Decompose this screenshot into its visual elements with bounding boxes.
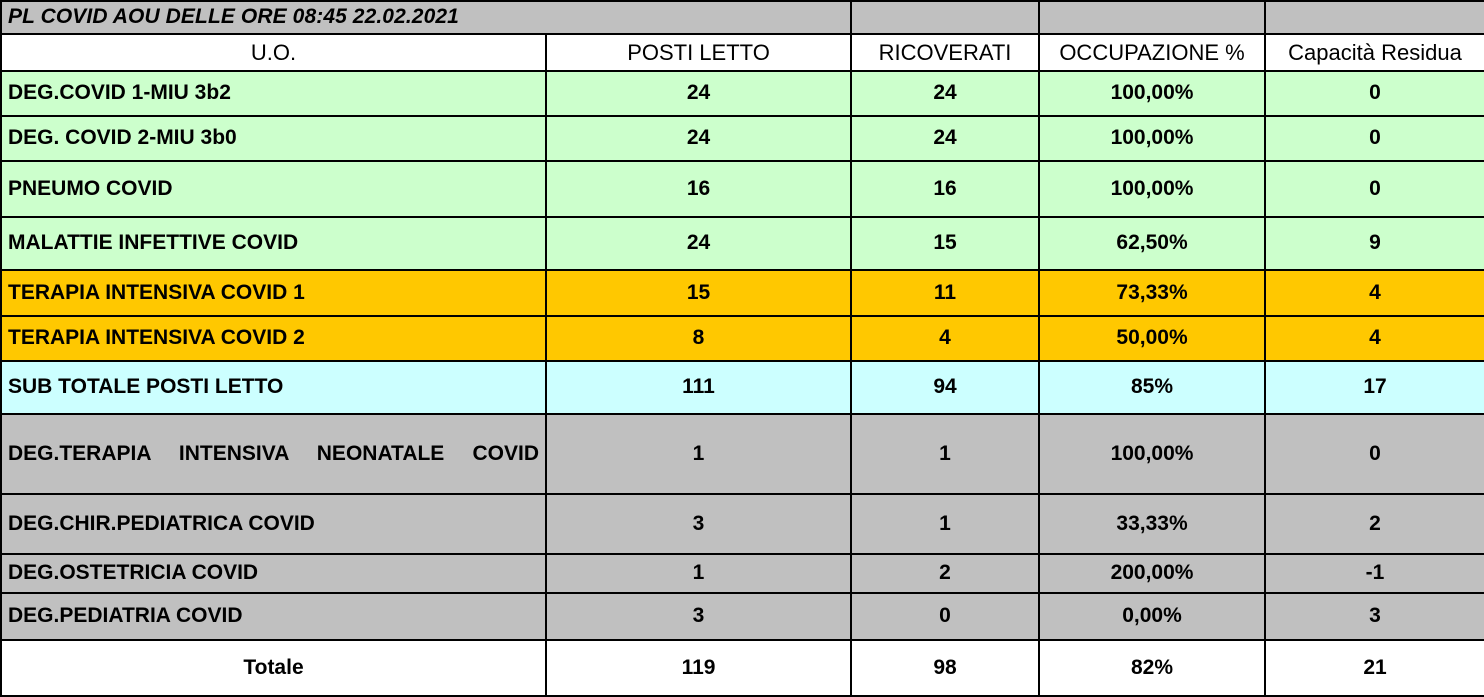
total-ricoverati: 98 <box>850 639 1041 697</box>
row-posti-letto: 15 <box>544 269 853 317</box>
total-row: Totale 119 98 82% 21 <box>0 639 1484 697</box>
subtotal-ricoverati: 94 <box>850 359 1041 416</box>
row-capacita-residua: 4 <box>1264 314 1484 362</box>
row-label: DEG.TERAPIA INTENSIVA NEONATALE COVID <box>0 413 547 496</box>
row-occupazione: 73,33% <box>1038 269 1267 317</box>
row-label: DEG.OSTETRICIA COVID <box>0 553 547 595</box>
row-capacita-residua: 3 <box>1264 592 1484 642</box>
row-posti-letto: 3 <box>544 592 853 642</box>
column-header-occup: OCCUPAZIONE % <box>1038 32 1267 72</box>
row-occupazione: 33,33% <box>1038 493 1267 556</box>
row-occupazione: 100,00% <box>1038 413 1267 496</box>
column-header-posti: POSTI LETTO <box>544 32 853 72</box>
table-row: TERAPIA INTENSIVA COVID 2 8 4 50,00% 4 <box>0 314 1484 362</box>
subtotal-capacita-residua: 17 <box>1264 359 1484 416</box>
title-blank-cell-1 <box>850 0 1041 35</box>
row-label: PNEUMO COVID <box>0 160 547 218</box>
row-occupazione: 100,00% <box>1038 115 1267 163</box>
row-capacita-residua: -1 <box>1264 553 1484 595</box>
row-posti-letto: 3 <box>544 493 853 556</box>
total-posti-letto: 119 <box>544 639 853 697</box>
row-ricoverati: 24 <box>850 69 1041 118</box>
row-ricoverati: 4 <box>850 314 1041 362</box>
title-blank-cell-3 <box>1264 0 1484 35</box>
row-posti-letto: 16 <box>544 160 853 218</box>
table-header-row: U.O. POSTI LETTO RICOVERATI OCCUPAZIONE … <box>0 32 1484 72</box>
title-blank-cell-2 <box>1038 0 1267 35</box>
report-title: PL COVID AOU DELLE ORE 08:45 22.02.2021 <box>0 0 853 35</box>
row-ricoverati: 2 <box>850 553 1041 595</box>
row-occupazione: 200,00% <box>1038 553 1267 595</box>
row-ricoverati: 11 <box>850 269 1041 317</box>
subtotal-row: SUB TOTALE POSTI LETTO 111 94 85% 17 <box>0 359 1484 416</box>
row-label: MALATTIE INFETTIVE COVID <box>0 215 547 272</box>
table-row: DEG.COVID 1-MIU 3b2 24 24 100,00% 0 <box>0 69 1484 118</box>
row-ricoverati: 1 <box>850 493 1041 556</box>
row-ricoverati: 24 <box>850 115 1041 163</box>
row-capacita-residua: 0 <box>1264 69 1484 118</box>
table-row: TERAPIA INTENSIVA COVID 1 15 11 73,33% 4 <box>0 269 1484 317</box>
title-row: PL COVID AOU DELLE ORE 08:45 22.02.2021 <box>0 0 1484 35</box>
row-occupazione: 100,00% <box>1038 160 1267 218</box>
row-posti-letto: 24 <box>544 69 853 118</box>
row-posti-letto: 1 <box>544 413 853 496</box>
row-ricoverati: 1 <box>850 413 1041 496</box>
row-ricoverati: 0 <box>850 592 1041 642</box>
table-row: DEG.TERAPIA INTENSIVA NEONATALE COVID 1 … <box>0 413 1484 496</box>
subtotal-posti-letto: 111 <box>544 359 853 416</box>
row-label: DEG. COVID 2-MIU 3b0 <box>0 115 547 163</box>
row-capacita-residua: 0 <box>1264 160 1484 218</box>
subtotal-occupazione: 85% <box>1038 359 1267 416</box>
table-row: DEG.CHIR.PEDIATRICA COVID 3 1 33,33% 2 <box>0 493 1484 556</box>
table-row: PNEUMO COVID 16 16 100,00% 0 <box>0 160 1484 218</box>
table-row: DEG.OSTETRICIA COVID 1 2 200,00% -1 <box>0 553 1484 595</box>
row-ricoverati: 15 <box>850 215 1041 272</box>
total-capacita-residua: 21 <box>1264 639 1484 697</box>
row-ricoverati: 16 <box>850 160 1041 218</box>
column-header-ricov: RICOVERATI <box>850 32 1041 72</box>
row-capacita-residua: 0 <box>1264 413 1484 496</box>
row-label: DEG.CHIR.PEDIATRICA COVID <box>0 493 547 556</box>
row-occupazione: 62,50% <box>1038 215 1267 272</box>
row-label: TERAPIA INTENSIVA COVID 1 <box>0 269 547 317</box>
subtotal-label: SUB TOTALE POSTI LETTO <box>0 359 547 416</box>
row-capacita-residua: 0 <box>1264 115 1484 163</box>
row-label: DEG.COVID 1-MIU 3b2 <box>0 69 547 118</box>
table-row: DEG. COVID 2-MIU 3b0 24 24 100,00% 0 <box>0 115 1484 163</box>
row-occupazione: 50,00% <box>1038 314 1267 362</box>
row-posti-letto: 1 <box>544 553 853 595</box>
row-label: DEG.PEDIATRIA COVID <box>0 592 547 642</box>
row-posti-letto: 24 <box>544 115 853 163</box>
table-row: DEG.PEDIATRIA COVID 3 0 0,00% 3 <box>0 592 1484 642</box>
row-capacita-residua: 4 <box>1264 269 1484 317</box>
total-label: Totale <box>0 639 547 697</box>
column-header-residua: Capacità Residua <box>1264 32 1484 72</box>
row-occupazione: 100,00% <box>1038 69 1267 118</box>
total-occupazione: 82% <box>1038 639 1267 697</box>
table-row: MALATTIE INFETTIVE COVID 24 15 62,50% 9 <box>0 215 1484 272</box>
row-capacita-residua: 2 <box>1264 493 1484 556</box>
column-header-uo: U.O. <box>0 32 547 72</box>
row-capacita-residua: 9 <box>1264 215 1484 272</box>
row-label: TERAPIA INTENSIVA COVID 2 <box>0 314 547 362</box>
row-posti-letto: 24 <box>544 215 853 272</box>
row-occupazione: 0,00% <box>1038 592 1267 642</box>
row-posti-letto: 8 <box>544 314 853 362</box>
